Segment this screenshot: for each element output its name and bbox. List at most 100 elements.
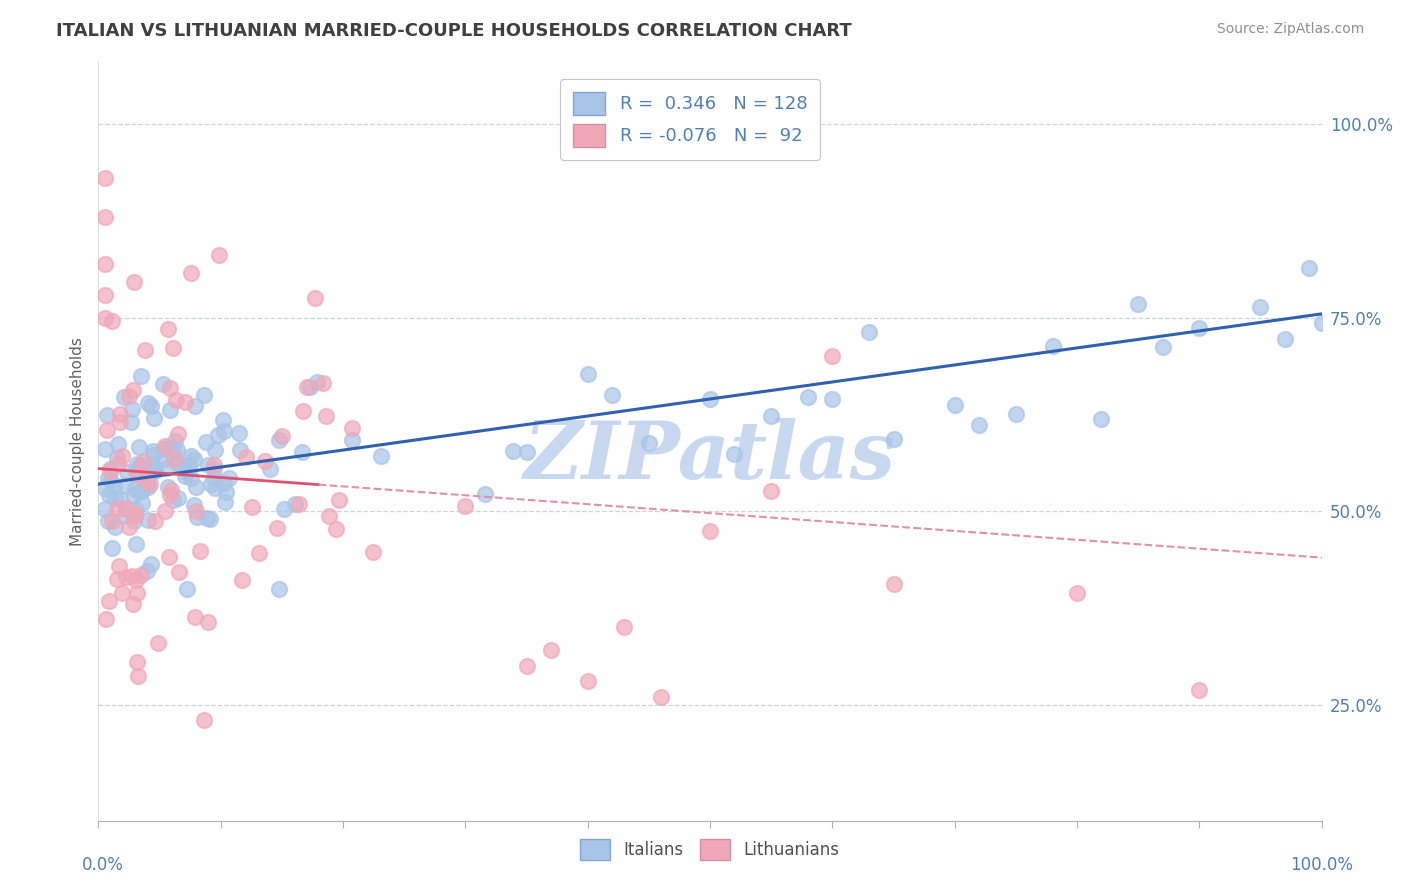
- Point: [269, 434, 291, 448]
- Point: [153, 504, 176, 518]
- Point: [139, 557, 162, 571]
- Point: [183, 452, 205, 467]
- Point: [110, 415, 132, 429]
- Point: [167, 491, 190, 506]
- Point: [143, 514, 166, 528]
- Point: [540, 643, 562, 657]
- Point: [1298, 260, 1320, 275]
- Point: [125, 537, 148, 551]
- Point: [967, 418, 990, 433]
- Point: [127, 468, 149, 483]
- Point: [235, 450, 257, 464]
- Point: [93, 257, 115, 271]
- Point: [136, 395, 159, 409]
- Point: [228, 425, 250, 440]
- Point: [162, 492, 184, 507]
- Point: [125, 457, 148, 471]
- Point: [124, 509, 146, 524]
- Point: [98, 464, 121, 478]
- Point: [699, 392, 721, 406]
- Point: [821, 349, 844, 363]
- Point: [1188, 683, 1211, 698]
- Point: [266, 521, 288, 535]
- Point: [173, 394, 195, 409]
- Point: [215, 485, 238, 500]
- Point: [1310, 316, 1333, 330]
- Point: [108, 558, 131, 573]
- Point: [94, 612, 117, 626]
- Point: [474, 487, 496, 501]
- Point: [291, 403, 314, 417]
- Point: [184, 480, 207, 494]
- Point: [98, 593, 121, 607]
- Point: [111, 585, 134, 599]
- Point: [104, 520, 127, 534]
- Point: [93, 442, 115, 456]
- Point: [105, 501, 128, 516]
- Point: [125, 573, 148, 587]
- Point: [650, 690, 672, 704]
- Point: [128, 484, 150, 499]
- Point: [135, 476, 157, 491]
- Point: [160, 483, 183, 497]
- Point: [883, 577, 905, 591]
- Y-axis label: Married-couple Households: Married-couple Households: [69, 337, 84, 546]
- Point: [105, 572, 128, 586]
- Point: [231, 573, 253, 587]
- Point: [128, 441, 150, 455]
- Point: [93, 310, 115, 325]
- Point: [127, 655, 149, 669]
- Point: [162, 444, 184, 458]
- Point: [118, 520, 141, 534]
- Point: [111, 449, 134, 463]
- Point: [107, 457, 129, 471]
- Point: [200, 512, 222, 526]
- Point: [96, 408, 118, 422]
- Point: [127, 669, 149, 683]
- Point: [202, 458, 225, 473]
- Text: Source: ZipAtlas.com: Source: ZipAtlas.com: [1216, 22, 1364, 37]
- Point: [240, 500, 263, 514]
- Point: [170, 458, 193, 473]
- Point: [194, 435, 217, 450]
- Point: [157, 441, 180, 455]
- Point: [125, 464, 148, 478]
- Point: [131, 483, 153, 498]
- Point: [184, 610, 207, 624]
- Point: [1188, 320, 1211, 334]
- Point: [165, 434, 187, 448]
- Point: [166, 457, 188, 471]
- Point: [284, 497, 307, 511]
- Point: [136, 564, 159, 578]
- Point: [131, 368, 153, 383]
- Point: [166, 442, 188, 457]
- Point: [361, 545, 384, 559]
- Point: [101, 515, 124, 529]
- Point: [98, 488, 121, 502]
- Point: [136, 480, 159, 494]
- Point: [821, 392, 844, 406]
- Point: [132, 455, 155, 469]
- Point: [139, 476, 162, 491]
- Point: [211, 413, 233, 427]
- Point: [101, 541, 124, 555]
- Point: [100, 462, 122, 476]
- Point: [883, 433, 905, 447]
- Point: [270, 429, 292, 443]
- Point: [156, 321, 179, 335]
- Point: [193, 713, 215, 727]
- Point: [195, 510, 218, 524]
- Point: [107, 436, 129, 450]
- Point: [267, 582, 290, 596]
- Point: [218, 471, 240, 485]
- Point: [212, 476, 235, 491]
- Point: [193, 387, 215, 401]
- Point: [259, 462, 281, 476]
- Point: [157, 550, 180, 565]
- Point: [142, 448, 165, 462]
- Point: [943, 398, 966, 412]
- Point: [1066, 586, 1088, 600]
- Point: [93, 287, 115, 301]
- Point: [93, 210, 115, 224]
- Point: [515, 659, 537, 673]
